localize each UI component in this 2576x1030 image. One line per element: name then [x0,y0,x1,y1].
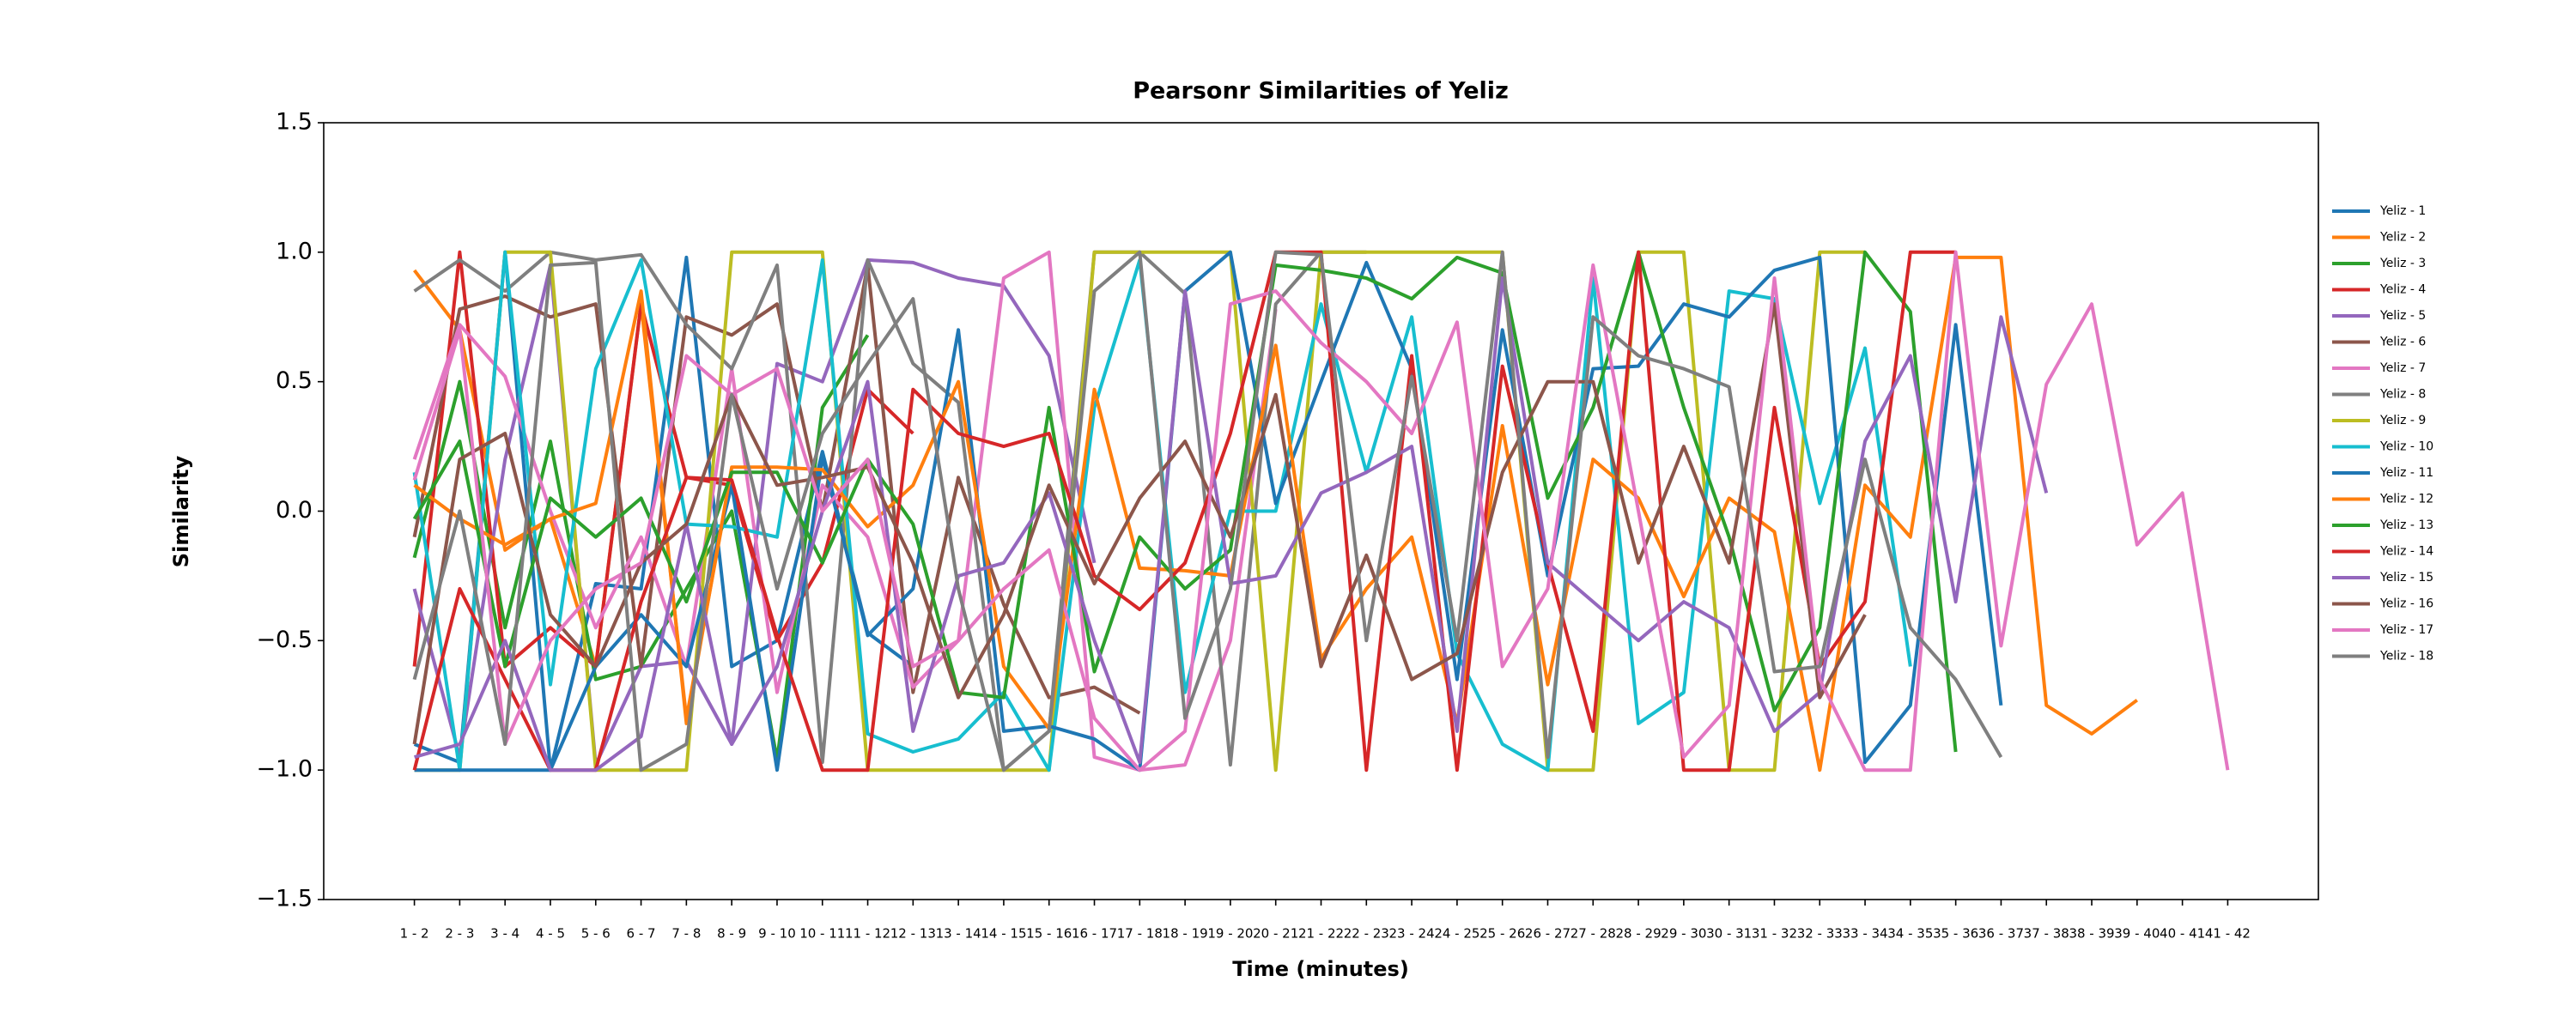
x-tick-label: 22 - 23 [1344,926,1389,942]
x-tick-label: 18 - 19 [1163,926,1208,942]
y-tick-label: 1.0 [276,238,313,264]
legend-label: Yeliz - 7 [2379,361,2426,375]
x-tick-label: 12 - 13 [890,926,936,942]
legend-label: Yeliz - 14 [2379,545,2433,559]
x-axis-label: Time (minutes) [1232,957,1409,981]
legend-label: Yeliz - 16 [2379,597,2433,611]
x-tick-label: 20 - 21 [1253,926,1298,942]
x-tick-label: 35 - 36 [1933,926,1978,942]
x-tick-label: 7 - 8 [671,926,701,942]
x-tick-label: 5 - 6 [581,926,611,942]
x-tick-label: 3 - 4 [490,926,519,942]
x-tick-label: 31 - 32 [1752,926,1797,942]
x-tick-label: 1 - 2 [400,926,429,942]
series-line [412,302,1867,745]
x-tick-label: 17 - 18 [1117,926,1163,942]
legend-label: Yeliz - 4 [2379,283,2426,297]
x-tick-label: 28 - 29 [1616,926,1662,942]
x-tick-label: 19 - 20 [1207,926,1253,942]
x-tick-label: 16 - 17 [1072,926,1117,942]
x-tick-label: 30 - 31 [1706,926,1752,942]
x-tick-label: 24 - 25 [1434,926,1479,942]
x-tick-label: 15 - 16 [1026,926,1072,942]
x-tick-label: 34 - 35 [1887,926,1933,942]
legend-label: Yeliz - 10 [2379,440,2433,454]
series-line [412,250,1958,753]
y-tick-label: 0.0 [276,497,313,524]
x-tick-label: 27 - 28 [1571,926,1616,942]
x-tick-label: 37 - 38 [2024,926,2069,942]
legend-label: Yeliz - 18 [2379,650,2433,663]
x-tick-label: 38 - 39 [2069,926,2114,942]
y-tick-label: −1.5 [256,886,313,912]
y-tick-label: 0.5 [276,367,313,394]
legend-label: Yeliz - 15 [2379,571,2433,585]
legend-label: Yeliz - 8 [2379,388,2426,402]
x-tick-label: 40 - 41 [2160,926,2205,942]
chart-title: Pearsonr Similarities of Yeliz [1133,78,1509,105]
x-tick-label: 26 - 27 [1525,926,1571,942]
x-tick-label: 23 - 24 [1389,926,1435,942]
plot-frame [323,122,2319,900]
x-tick-label: 32 - 33 [1797,926,1843,942]
x-tick-label: 41 - 42 [2205,926,2251,942]
x-tick-label: 36 - 37 [1978,926,2024,942]
x-tick-label: 2 - 3 [445,926,474,942]
series-line [412,250,1956,772]
y-tick-label: 1.5 [276,109,313,136]
series-line [412,263,1141,715]
x-tick-label: 6 - 7 [627,926,656,942]
legend-label: Yeliz - 2 [2379,231,2426,245]
series-line [412,250,2230,772]
legend-label: Yeliz - 1 [2379,204,2426,218]
legend-label: Yeliz - 9 [2379,414,2426,427]
x-tick-label: 21 - 22 [1298,926,1344,942]
legend-label: Yeliz - 17 [2379,623,2433,637]
x-tick-label: 13 - 14 [936,926,981,942]
x-tick-label: 39 - 40 [2114,926,2160,942]
x-tick-label: 8 - 9 [717,926,746,942]
legend-label: Yeliz - 3 [2379,257,2426,270]
x-tick-label: 25 - 26 [1479,926,1525,942]
x-tick-label: 4 - 5 [536,926,565,942]
y-tick-label: −1.0 [256,756,313,783]
y-axis-label: Similarity [169,455,193,567]
legend-label: Yeliz - 6 [2379,336,2426,349]
y-tick-label: −0.5 [256,627,313,653]
x-tick-label: 9 - 10 [758,926,796,942]
x-tick-label: 33 - 34 [1842,926,1887,942]
legend-label: Yeliz - 5 [2379,309,2426,323]
legend-label: Yeliz - 12 [2379,493,2433,506]
legend-label: Yeliz - 11 [2379,466,2433,480]
x-tick-label: 11 - 12 [845,926,890,942]
x-tick-label: 29 - 30 [1661,926,1706,942]
x-tick-label: 10 - 11 [799,926,845,942]
legend-label: Yeliz - 13 [2379,518,2433,532]
x-tick-label: 14 - 15 [981,926,1026,942]
series-line [412,250,2003,772]
